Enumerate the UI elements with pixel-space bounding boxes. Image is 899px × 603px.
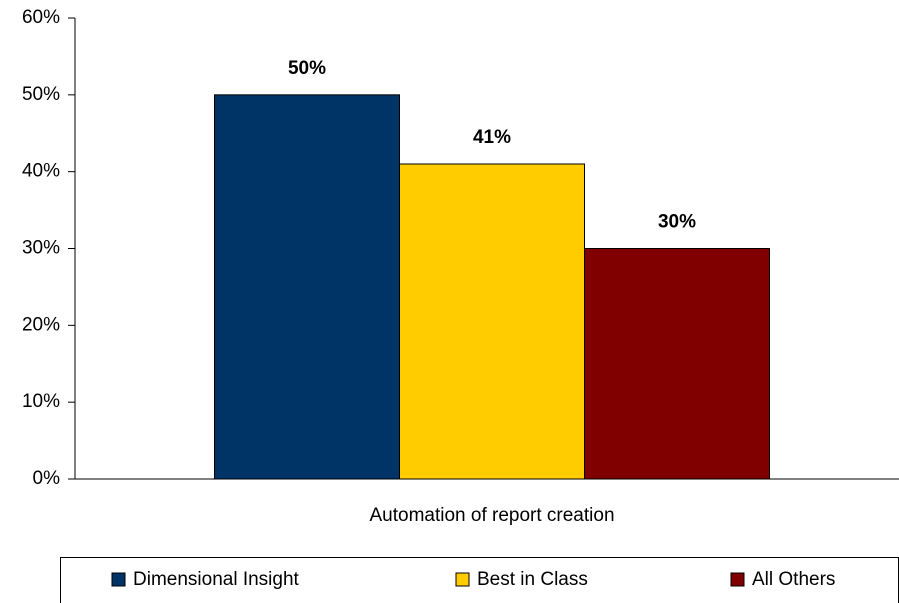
legend-swatch [111,572,126,587]
legend-label: All Others [752,569,835,590]
legend-swatch [455,572,470,587]
bar [584,248,770,480]
value-label: 41% [473,127,511,148]
y-tick-label: 20% [22,314,60,335]
legend-label: Dimensional Insight [133,569,300,590]
x-tick-label: Automation of report creation [369,505,614,526]
bar [214,94,400,480]
value-label: 50% [288,58,326,79]
y-tick-label: 40% [22,161,60,182]
y-tick-label: 10% [22,391,60,412]
legend-swatch [730,572,745,587]
y-tick-label: 30% [22,238,60,259]
bar [399,163,585,480]
value-label: 30% [658,212,696,233]
y-tick-label: 0% [33,468,61,489]
y-tick-label: 60% [22,7,60,28]
legend-label: Best in Class [477,569,588,590]
y-tick-label: 50% [22,84,60,105]
